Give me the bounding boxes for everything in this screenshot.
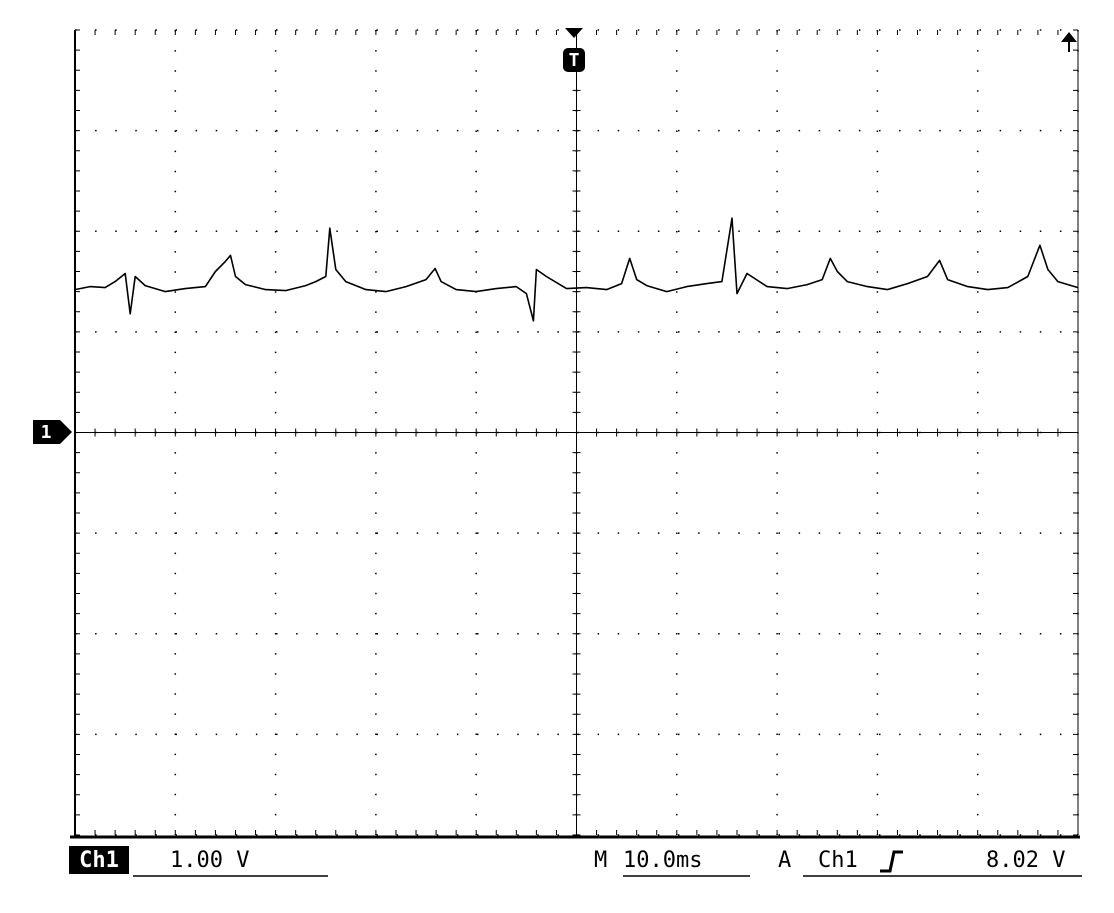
trigger-level-arrow <box>1061 32 1077 52</box>
volts-per-div: 1.00 V <box>170 848 249 873</box>
ground-marker-label: 1 <box>41 422 52 443</box>
timebase-prefix: M <box>594 848 607 873</box>
trigger-source: Ch1 <box>818 848 858 873</box>
ground-marker: 1 <box>33 420 72 444</box>
channel-badge <box>69 846 129 874</box>
trigger-marker-label: T <box>569 50 580 71</box>
trigger-level: 8.02 V <box>986 848 1065 873</box>
waveform <box>74 217 1079 322</box>
trigger-marker: T <box>563 28 585 72</box>
trigger-arrow <box>565 28 583 38</box>
trigger-slope-icon <box>880 850 903 873</box>
status-bar: Ch1 1.00 V M 10.0ms A Ch1 8.02 V <box>69 846 1082 877</box>
trigger-badge <box>563 48 585 72</box>
trigger-mode: A <box>778 848 791 873</box>
channel-label: Ch1 <box>79 848 119 873</box>
ground-badge <box>33 420 72 444</box>
timebase: 10.0ms <box>623 848 702 873</box>
graticule <box>70 29 1080 839</box>
